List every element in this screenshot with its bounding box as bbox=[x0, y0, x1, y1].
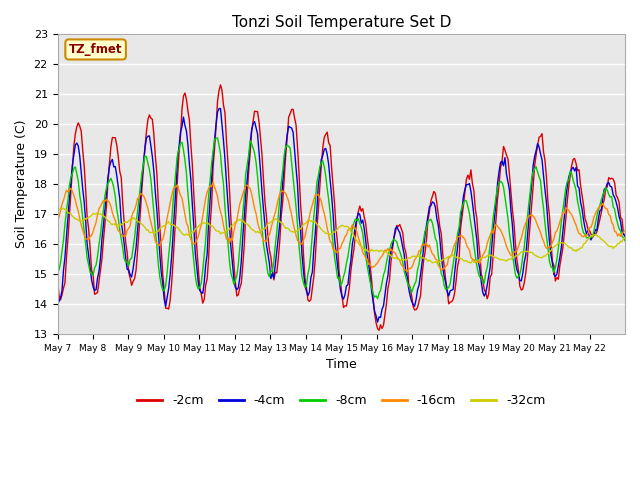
Y-axis label: Soil Temperature (C): Soil Temperature (C) bbox=[15, 120, 28, 248]
X-axis label: Time: Time bbox=[326, 359, 356, 372]
Title: Tonzi Soil Temperature Set D: Tonzi Soil Temperature Set D bbox=[232, 15, 451, 30]
Text: TZ_fmet: TZ_fmet bbox=[69, 43, 122, 56]
Legend: -2cm, -4cm, -8cm, -16cm, -32cm: -2cm, -4cm, -8cm, -16cm, -32cm bbox=[132, 389, 550, 412]
